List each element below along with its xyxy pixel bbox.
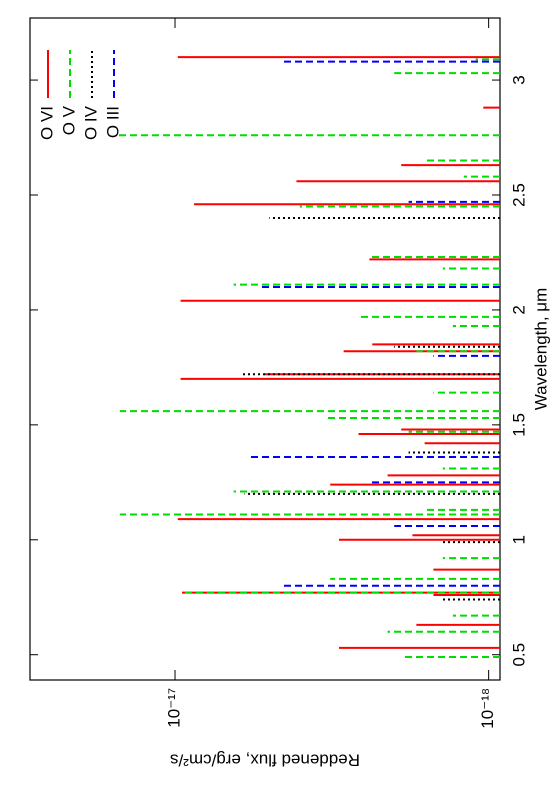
legend-label: O V — [59, 105, 78, 135]
x-tick-label: 1 — [509, 535, 528, 544]
legend-label: O III — [103, 106, 122, 138]
y-tick-label: 10⁻¹⁸ — [478, 688, 497, 729]
x-tick-label: 1.5 — [509, 413, 528, 437]
y-tick-label: 10⁻¹⁷ — [165, 688, 184, 728]
x-tick-label: 0.5 — [509, 643, 528, 667]
x-tick-label: 2.5 — [509, 183, 528, 207]
legend-label: O VI — [37, 106, 56, 140]
x-axis-label: Wavelength, μm — [531, 288, 550, 411]
x-tick-label: 2 — [509, 305, 528, 314]
plot-frame — [29, 17, 501, 681]
y-axis-label: Reddened flux, erg/cm²/s — [170, 751, 360, 770]
legend-label: O IV — [81, 105, 100, 140]
x-tick-label: 3 — [509, 75, 528, 84]
rotated-plot: 0.5 1 1.5 2 2.5 3 10⁻¹⁸ 10⁻¹⁷ Wavelength, μm Redd… — [29, 17, 550, 770]
